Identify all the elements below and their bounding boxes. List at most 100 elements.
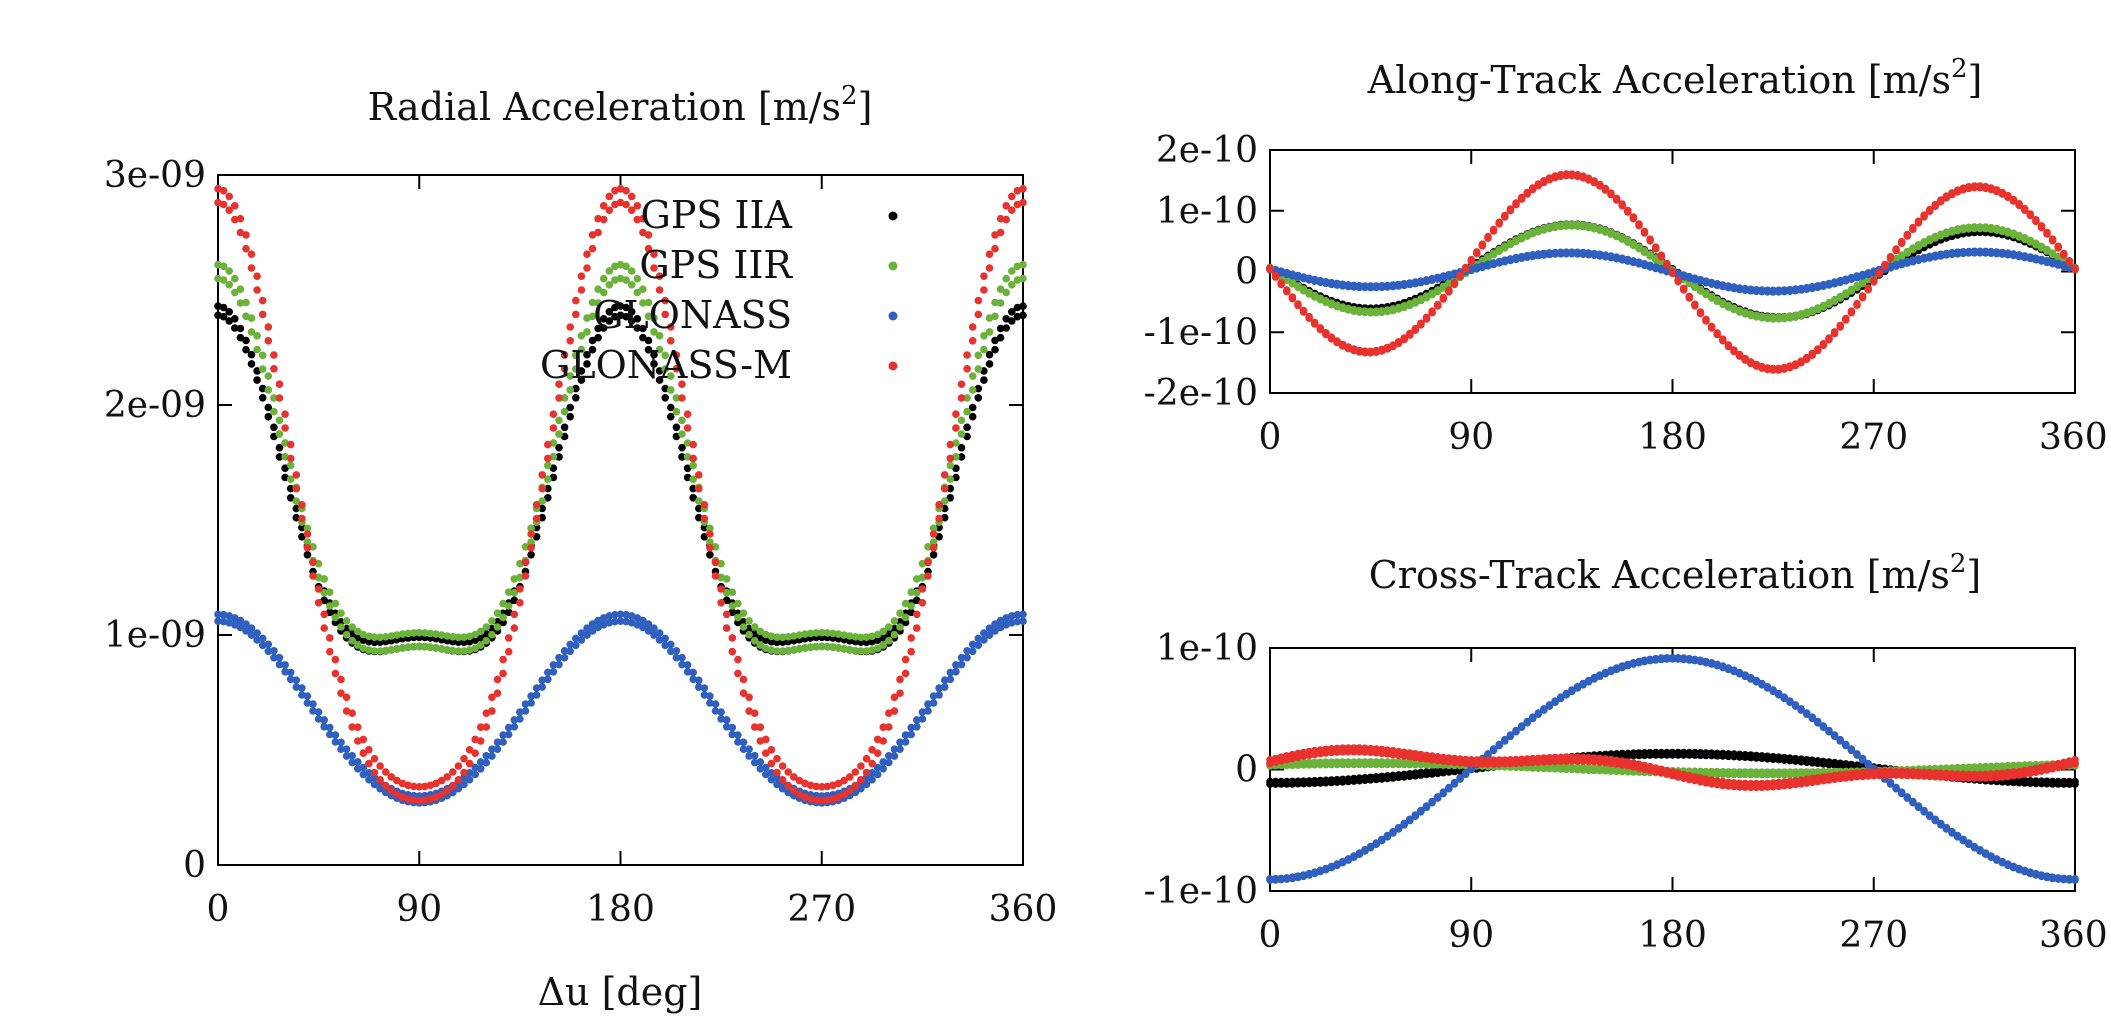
data-point <box>901 669 910 678</box>
data-point <box>929 551 938 559</box>
data-point <box>1920 768 1928 777</box>
data-point <box>1366 744 1375 753</box>
data-point <box>1802 756 1811 764</box>
x-tick-label: 0 <box>1259 915 1282 956</box>
data-point <box>527 530 535 538</box>
data-point <box>1008 317 1016 325</box>
data-point <box>1791 754 1800 763</box>
data-point <box>1814 757 1822 765</box>
data-point <box>275 653 284 662</box>
data-point <box>1858 292 1867 300</box>
data-point <box>963 407 971 416</box>
data-point <box>231 288 239 297</box>
data-point <box>739 623 748 631</box>
data-point <box>1651 243 1660 251</box>
data-point <box>1618 200 1626 208</box>
data-point <box>1897 237 1906 246</box>
data-point <box>309 700 317 708</box>
data-point <box>1897 767 1906 776</box>
data-point <box>778 776 787 784</box>
data-point <box>834 779 843 788</box>
data-point <box>946 454 955 463</box>
data-point <box>711 558 720 566</box>
data-point <box>1892 245 1900 253</box>
data-point <box>309 707 317 715</box>
data-point <box>1925 811 1934 819</box>
data-point <box>1668 268 1677 276</box>
data-point <box>225 267 233 275</box>
data-point <box>454 762 463 770</box>
data-point <box>1780 753 1789 762</box>
data-point <box>1763 779 1772 788</box>
data-point <box>432 630 440 638</box>
data-point <box>292 471 301 479</box>
data-point <box>437 776 446 785</box>
data-point <box>639 324 647 333</box>
data-point <box>1897 788 1906 796</box>
data-point <box>957 653 966 662</box>
data-point <box>337 609 345 617</box>
data-point <box>661 296 669 305</box>
data-point <box>566 412 574 421</box>
data-point <box>639 623 647 632</box>
data-point <box>1540 705 1548 713</box>
data-point <box>270 351 278 359</box>
data-point <box>454 633 463 642</box>
data-point <box>667 337 675 345</box>
data-point <box>1741 779 1749 788</box>
data-point <box>862 768 871 777</box>
data-point <box>454 784 463 793</box>
data-point <box>281 464 289 473</box>
data-point <box>404 643 412 651</box>
data-point <box>214 610 222 619</box>
data-point <box>790 646 798 654</box>
data-point <box>1864 768 1872 776</box>
data-point <box>695 484 703 493</box>
data-point <box>790 786 798 795</box>
data-point <box>370 633 379 641</box>
data-point <box>1512 755 1520 764</box>
data-point <box>946 475 955 484</box>
data-point <box>292 683 301 691</box>
data-point <box>482 623 491 631</box>
data-point <box>1501 756 1509 764</box>
data-point <box>1847 769 1856 778</box>
data-point <box>1310 746 1319 755</box>
data-point <box>549 464 558 473</box>
data-point <box>342 630 351 639</box>
data-point <box>2015 200 2023 208</box>
data-point <box>1411 811 1420 819</box>
data-point <box>510 588 519 597</box>
data-point <box>1601 755 1610 763</box>
data-point <box>560 407 569 416</box>
data-point <box>599 215 608 224</box>
data-point <box>845 632 854 640</box>
data-point <box>650 328 658 336</box>
data-point <box>1612 194 1621 203</box>
data-point <box>644 231 653 239</box>
data-point <box>314 715 323 723</box>
data-point <box>929 544 938 552</box>
data-point <box>1780 313 1789 321</box>
data-point <box>1758 779 1766 788</box>
data-point <box>784 782 792 790</box>
data-point <box>611 617 619 626</box>
data-point <box>376 784 384 793</box>
data-point <box>443 786 452 795</box>
data-point <box>337 618 345 626</box>
data-point <box>2071 777 2079 786</box>
data-point <box>286 494 295 502</box>
data-point <box>588 345 597 354</box>
legend-label: GLONASS-M <box>540 343 792 387</box>
data-point <box>1870 276 1878 285</box>
x-tick-label: 360 <box>2039 915 2108 956</box>
data-point <box>560 423 569 432</box>
data-point <box>913 716 921 724</box>
data-point <box>1456 774 1464 782</box>
data-point <box>393 631 401 639</box>
data-point <box>985 631 994 639</box>
data-point <box>516 585 524 593</box>
data-point <box>616 617 625 625</box>
data-point <box>672 647 681 655</box>
data-point <box>449 768 457 776</box>
